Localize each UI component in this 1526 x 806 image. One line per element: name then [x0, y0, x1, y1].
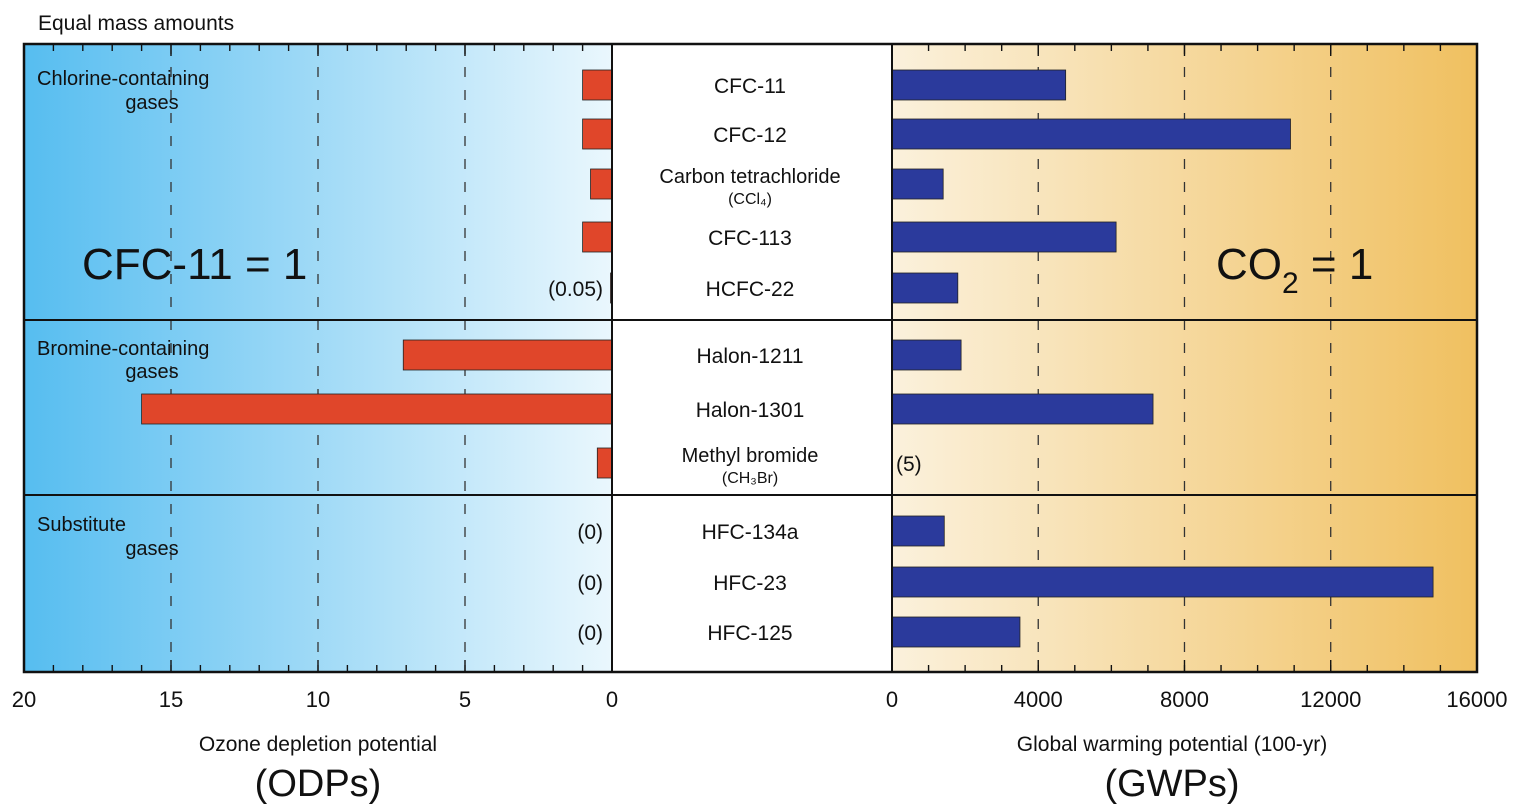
- gwp-bar: [891, 118, 1291, 150]
- odp-value-label: (0.05): [548, 278, 603, 301]
- odp-value-label: (0): [577, 521, 603, 544]
- gwp-tick-label: 8000: [1160, 687, 1209, 712]
- category-label: Halon-1211: [696, 345, 803, 368]
- odp-tick-label: 15: [159, 687, 183, 712]
- bars: (0.05) (5) (0) (0) (0): [141, 69, 1434, 648]
- gwp-tick-label: 0: [886, 687, 898, 712]
- category-label: HFC-134a: [702, 521, 799, 544]
- odp-value-label: (0): [577, 622, 603, 645]
- odp-bar: [590, 168, 613, 200]
- group-label: gases: [125, 361, 178, 383]
- odp-tick-label: 10: [306, 687, 330, 712]
- odp-bar: [141, 393, 613, 425]
- gwp-bar: [891, 168, 944, 200]
- gwp-bar: [891, 272, 959, 304]
- odp-tick-label: 5: [459, 687, 471, 712]
- gwp-tick-label: 4000: [1014, 687, 1063, 712]
- category-sublabel: (CH₃Br): [722, 470, 778, 487]
- odp-value-label: (0): [577, 572, 603, 595]
- odp-reference-label: CFC-11 = 1: [82, 240, 307, 289]
- gwp-tick-label: 12000: [1300, 687, 1361, 712]
- odp-bar: [582, 118, 613, 150]
- category-label: HCFC-22: [706, 278, 795, 301]
- odp-bar: [402, 339, 613, 371]
- gwp-bar: [891, 566, 1434, 598]
- category-label: Carbon tetrachloride: [659, 166, 840, 188]
- label-panel: [612, 44, 892, 672]
- category-label: Halon-1301: [696, 399, 805, 422]
- group-label: Chlorine-containing: [37, 68, 209, 90]
- gwp-axis-subtitle: (GWPs): [1104, 763, 1239, 805]
- odp-tick-label: 0: [606, 687, 618, 712]
- gwp-value-label: (5): [896, 453, 922, 476]
- odp-tick-label: 20: [12, 687, 36, 712]
- gwp-bar: [891, 616, 1021, 648]
- odp-axis-subtitle: (ODPs): [255, 763, 382, 805]
- gwp-bar: [891, 69, 1067, 101]
- chart-frame: [22, 42, 1479, 674]
- odp-bar: [596, 447, 613, 479]
- gwp-bar: [891, 221, 1117, 253]
- group-label: Substitute: [37, 514, 126, 536]
- category-label: CFC-113: [708, 227, 792, 250]
- category-sublabel: (CCl₄): [728, 191, 772, 208]
- gwp-tick-label: 16000: [1446, 687, 1507, 712]
- category-labels: CFC-11 CFC-12 Carbon tetrachloride (CCl₄) CF…: [37, 68, 841, 645]
- gwp-bar: [891, 339, 962, 371]
- figure-note: Equal mass amounts: [38, 12, 234, 35]
- group-label: gases: [125, 92, 178, 114]
- odp-bar: [582, 221, 613, 253]
- category-label: Methyl bromide: [682, 445, 819, 467]
- category-label: CFC-11: [714, 75, 786, 98]
- gwp-bar: [891, 393, 1154, 425]
- gwp-axis-title: Global warming potential (100-yr): [1017, 733, 1327, 756]
- category-label: CFC-12: [713, 124, 787, 147]
- gwp-reference-label: CO2 = 1: [1216, 240, 1373, 300]
- category-label: HFC-23: [713, 572, 787, 595]
- group-label: Bromine-containing: [37, 338, 209, 360]
- axes: 20 15 10 5 0 0 4000 8000 12000 16000: [12, 42, 1508, 712]
- group-label: gases: [125, 538, 178, 560]
- odp-bar: [582, 69, 613, 101]
- gwp-bar: [891, 515, 945, 547]
- category-label: HFC-125: [707, 622, 792, 645]
- odp-axis-title: Ozone depletion potential: [199, 733, 437, 756]
